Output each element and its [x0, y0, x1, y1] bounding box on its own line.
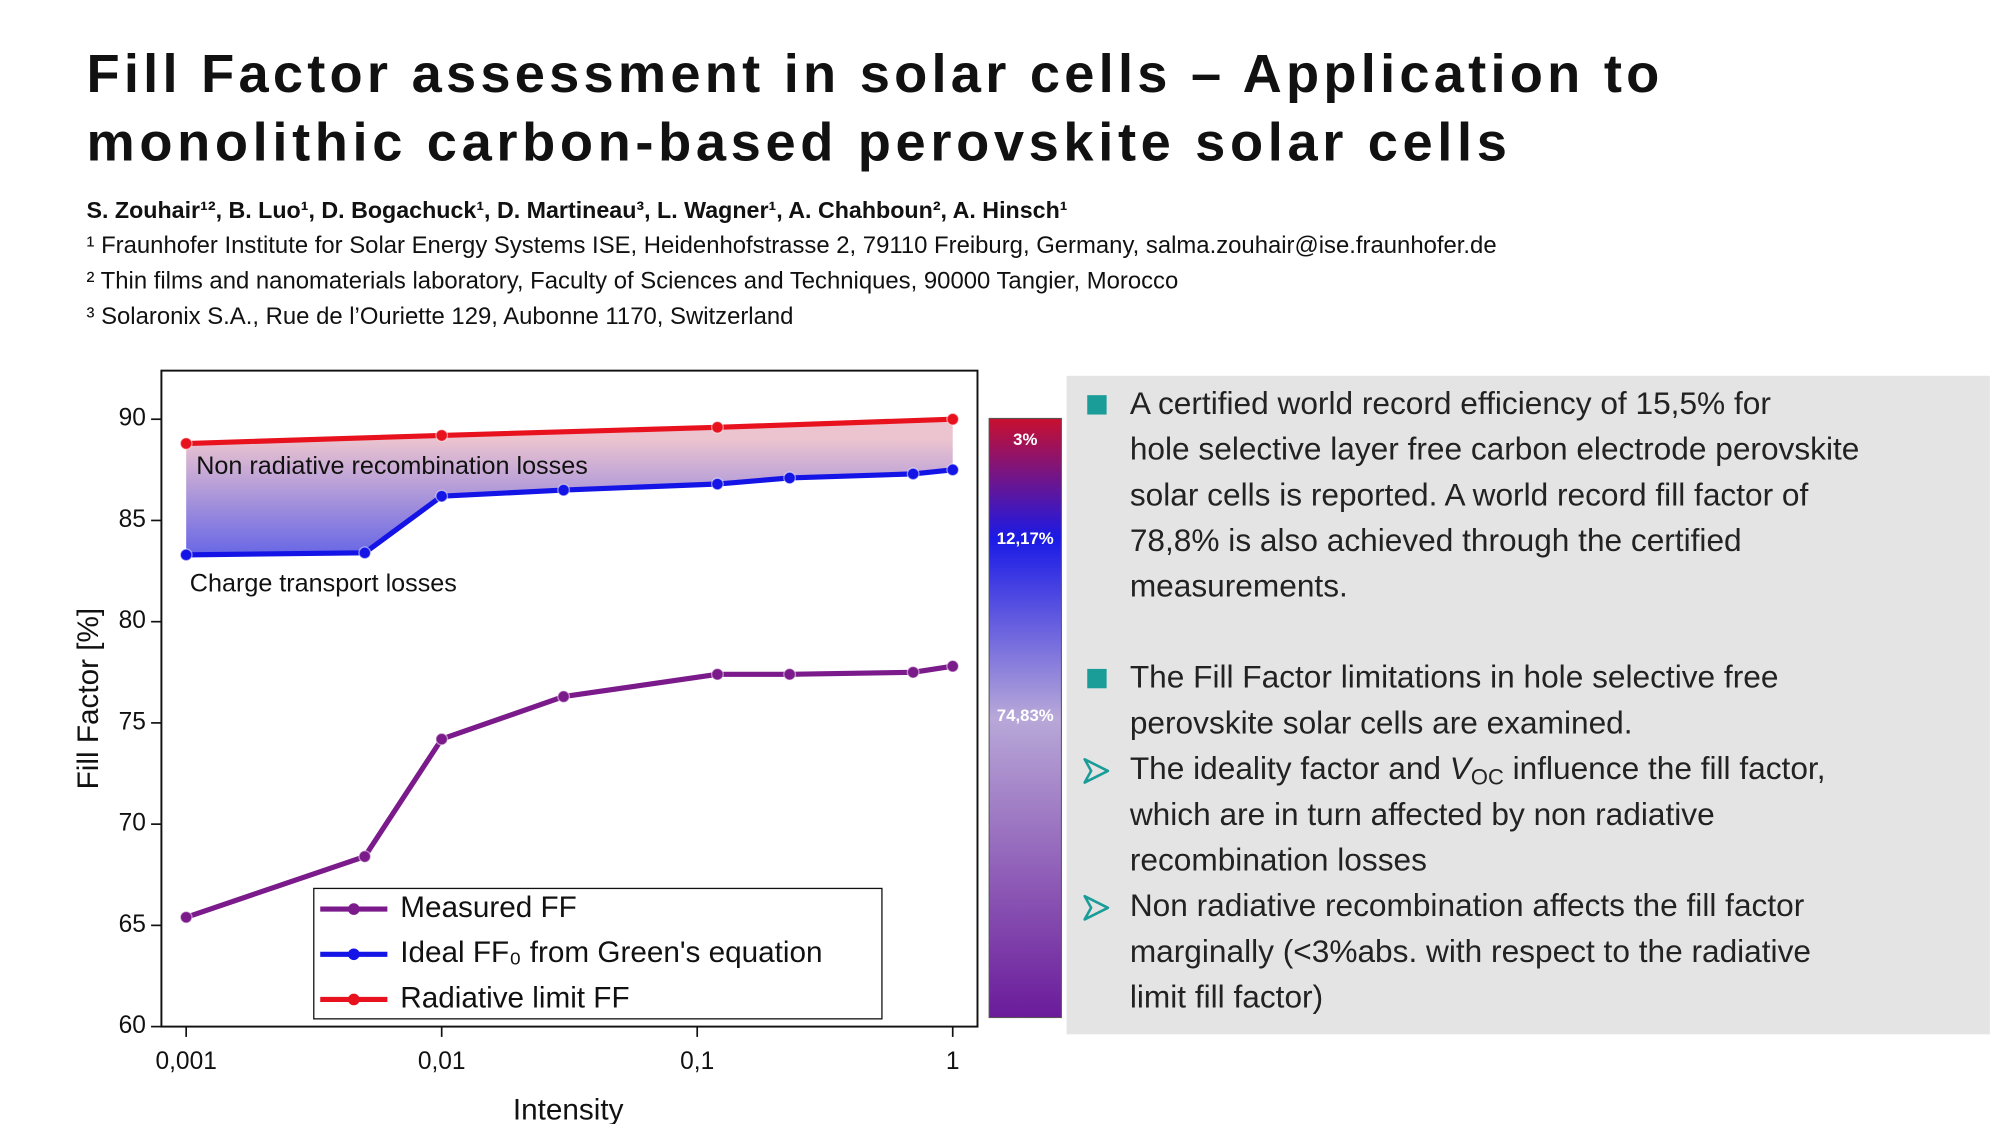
point [179, 548, 193, 562]
panel-line: Non radiative recombination affects the … [1130, 887, 1804, 923]
title-line: Fill Factor assessment in solar cells – … [87, 44, 1660, 104]
colorbar-label: 12,17% [997, 529, 1054, 548]
point [358, 850, 372, 863]
colorbar-label: 3% [1013, 430, 1037, 449]
bullet-arrow [1083, 894, 1110, 921]
panel-line: which are in turn affected by non radiat… [1129, 796, 1715, 832]
legend-marker [347, 948, 360, 961]
legend-label: Ideal FF₀ from Green's equation [400, 936, 822, 969]
y-tick-label: 70 [119, 810, 146, 837]
point [906, 665, 920, 679]
legend-marker [347, 903, 360, 915]
point [435, 489, 449, 503]
text-run: The ideality factor and [1130, 750, 1450, 786]
point [179, 437, 193, 450]
legend-box [313, 887, 883, 1020]
affiliation: ¹ Fraunhofer Institute for Solar Energy … [87, 232, 1497, 259]
point [783, 667, 797, 681]
series-line [185, 663, 954, 920]
colorbar [988, 417, 1062, 1019]
series-line [186, 467, 953, 558]
panel-line: recombination losses [1130, 842, 1427, 878]
loss-area [186, 419, 953, 555]
point [435, 428, 449, 442]
panel-line: measurements. [1130, 568, 1348, 604]
point [946, 412, 960, 426]
authors: S. Zouhair¹², B. Luo¹, D. Bogachuck¹, D.… [87, 197, 1068, 223]
point [557, 483, 571, 497]
point [435, 732, 449, 746]
point [710, 667, 724, 681]
legend-label: Radiative limit FF [400, 981, 629, 1014]
panel-line: A certified world record efficiency of 1… [1130, 385, 1771, 421]
y-tick-label: 90 [119, 405, 146, 432]
x-tick-label: 1 [946, 1048, 960, 1075]
text-run: influence the fill factor, [1504, 750, 1826, 786]
y-tick-label: 80 [119, 607, 146, 634]
point [710, 477, 724, 491]
y-tick-label: 65 [119, 911, 146, 938]
annotation: Non radiative recombination losses [196, 452, 588, 480]
point [557, 690, 571, 704]
colorbar-label: 74,83% [997, 706, 1054, 725]
panel-line: hole selective layer free carbon electro… [1130, 431, 1860, 467]
panel-line: solar cells is reported. A world record … [1130, 476, 1809, 512]
x-tick-label: 0,001 [155, 1048, 216, 1075]
bullet-square [1087, 395, 1107, 415]
point [906, 467, 920, 481]
point [783, 471, 797, 485]
x-tick-label: 0,1 [680, 1048, 714, 1075]
legend-marker [347, 993, 360, 1006]
subscript: OC [1471, 764, 1504, 789]
affiliation: ³ Solaronix S.A., Rue de l’Ouriette 129,… [87, 303, 794, 330]
series-line [186, 416, 953, 447]
y-tick-label: 85 [119, 506, 146, 533]
panel-line: limit fill factor) [1130, 979, 1323, 1015]
y-tick-label: 60 [119, 1012, 146, 1039]
panel-line: perovskite solar cells are examined. [1130, 704, 1633, 740]
title-line: monolithic carbon-based perovskite solar… [87, 112, 1507, 172]
text-panel [1066, 375, 1990, 1035]
panel-line: 78,8% is also achieved through the certi… [1130, 522, 1742, 558]
panel-line: The Fill Factor limitations in hole sele… [1130, 659, 1779, 695]
variable: V [1450, 750, 1474, 786]
plot-frame [160, 369, 979, 1028]
y-axis-label: Fill Factor [%] [72, 608, 105, 789]
point [358, 546, 372, 560]
affiliation: ² Thin films and nanomaterials laborator… [87, 267, 1179, 294]
panel-line: marginally (<3%abs. with respect to the … [1130, 933, 1811, 969]
x-axis-label: Intensity [513, 1094, 624, 1124]
point [179, 910, 193, 924]
point [946, 463, 960, 477]
point [946, 659, 960, 673]
bullet-arrow [1083, 758, 1110, 784]
x-tick-label: 0,01 [418, 1048, 466, 1075]
bullet-square [1087, 668, 1107, 689]
y-tick-label: 75 [119, 708, 146, 735]
legend-label: Measured FF [400, 891, 577, 924]
point [710, 420, 724, 434]
annotation: Charge transport losses [190, 570, 457, 598]
panel-line: The ideality factor and VOC influence th… [1130, 750, 1826, 789]
